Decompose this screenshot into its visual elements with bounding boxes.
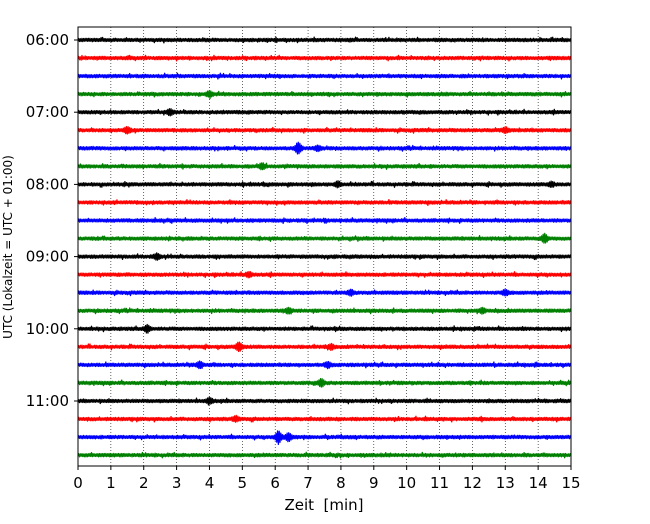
seismogram-trace	[77, 108, 572, 117]
trace-layer	[77, 36, 572, 459]
x-tick-label: 0	[73, 474, 83, 492]
seismogram-trace	[77, 162, 572, 171]
seismogram-trace	[77, 451, 572, 459]
seismogram-trace	[77, 414, 572, 423]
seismogram-trace	[77, 323, 572, 334]
seismogram-trace	[77, 360, 572, 370]
y-tick-label: 08:00	[26, 175, 69, 193]
plot-frame	[77, 26, 572, 467]
seismogram-trace	[77, 396, 572, 406]
seismogram-trace	[77, 232, 572, 244]
seismogram-trace	[77, 90, 572, 100]
x-tick-label: 12	[463, 474, 482, 492]
x-tick-label: 10	[397, 474, 416, 492]
x-tick-label: 11	[430, 474, 449, 492]
x-axis-label: Zeit [min]	[284, 496, 363, 514]
x-tick-label: 8	[336, 474, 346, 492]
seismogram-trace	[77, 430, 572, 445]
seismogram-trace	[77, 288, 572, 297]
x-tick-label: 9	[369, 474, 379, 492]
x-tick-label: 1	[106, 474, 116, 492]
x-tick-label: 14	[529, 474, 548, 492]
x-tick-label: 2	[139, 474, 149, 492]
y-tick-label: 10:00	[26, 320, 69, 338]
seismogram-trace	[77, 306, 572, 315]
tick-layer: 0 1 2 3 4 5 6 7 8 9 10 11 12 13 14 1506:0007:0008:0009:…	[26, 31, 581, 492]
x-tick-label: 7	[303, 474, 313, 492]
seismogram-trace	[77, 126, 572, 135]
y-axis-label: UTC (Lokalzeit = UTC + 01:00)	[1, 155, 15, 339]
seismogram-trace	[77, 378, 572, 388]
x-tick-label: 3	[172, 474, 182, 492]
seismogram-trace	[77, 54, 572, 62]
y-tick-label: 07:00	[26, 103, 69, 121]
x-tick-label: 4	[205, 474, 215, 492]
seismogram-trace	[77, 72, 572, 80]
x-tick-label: 6	[270, 474, 280, 492]
seismogram-trace	[77, 180, 572, 189]
seismogram-trace	[77, 198, 572, 206]
y-tick-label: 06:00	[26, 31, 69, 49]
seismogram-trace	[77, 217, 572, 224]
y-tick-label: 11:00	[26, 392, 69, 410]
x-tick-label: 13	[496, 474, 515, 492]
x-tick-label: 5	[238, 474, 248, 492]
seismogram-trace	[77, 36, 572, 44]
seismogram-trace	[77, 341, 572, 353]
y-tick-label: 09:00	[26, 248, 69, 266]
seismogram-trace	[77, 270, 572, 279]
grid-layer	[110, 27, 539, 466]
seismogram-trace	[77, 252, 572, 261]
seismogram-trace	[77, 141, 572, 155]
x-tick-label: 15	[561, 474, 580, 492]
